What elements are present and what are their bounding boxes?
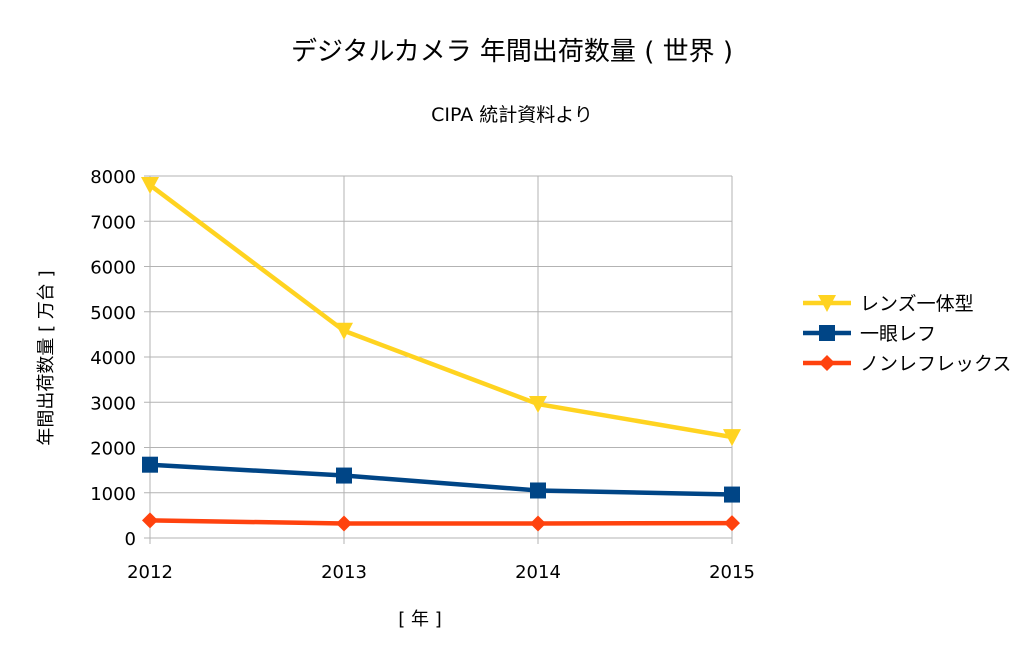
x-tick-label: 2014 <box>515 562 561 583</box>
chart-subtitle: CIPA 統計資料より <box>431 104 593 126</box>
x-axis-label: [ 年 ] <box>398 609 442 630</box>
series-1 <box>141 177 741 447</box>
series-3 <box>142 512 740 532</box>
y-tick-label: 6000 <box>90 258 136 279</box>
x-tick-label: 2013 <box>321 562 367 583</box>
legend-item: 一眼レフ <box>803 323 936 345</box>
data-point <box>723 429 741 447</box>
data-point <box>336 467 352 484</box>
series-2 <box>142 456 740 503</box>
x-tick-label: 2012 <box>127 562 173 583</box>
y-tick-label: 5000 <box>90 303 136 324</box>
grid <box>144 175 733 544</box>
legend-marker <box>819 325 835 341</box>
data-point <box>530 482 546 499</box>
series-layer <box>141 177 741 532</box>
series-line <box>148 183 733 440</box>
data-point <box>336 515 352 532</box>
data-point <box>724 515 740 532</box>
y-tick-label: 1000 <box>90 484 136 505</box>
chart-title: デジタルカメラ 年間出荷数量 ( 世界 ) <box>291 37 733 67</box>
data-point <box>142 456 158 473</box>
y-tick-label: 0 <box>125 529 136 550</box>
x-axis-ticks: 2012 2013 2014 2015 <box>127 562 755 583</box>
y-axis-ticks: 0 1000 2000 3000 4000 5000 6000 7000 8000 <box>90 167 136 550</box>
legend-item: レンズ一体型 <box>803 293 974 315</box>
y-tick-label: 3000 <box>90 393 136 414</box>
data-point <box>529 396 547 414</box>
legend-label: ノンレフレックス <box>860 353 1011 375</box>
data-point <box>335 322 353 340</box>
legend-marker <box>818 295 836 312</box>
series-line <box>149 462 733 497</box>
y-tick-label: 8000 <box>90 167 136 188</box>
y-tick-label: 4000 <box>90 348 136 369</box>
data-point <box>141 177 159 195</box>
y-axis-label: 年間出荷数量 [ 万台 ] <box>36 270 57 445</box>
x-tick-label: 2015 <box>709 562 755 583</box>
series-line <box>149 518 733 526</box>
y-tick-label: 7000 <box>90 212 136 233</box>
legend-label: 一眼レフ <box>860 323 936 345</box>
y-tick-label: 2000 <box>90 439 136 460</box>
legend-item: ノンレフレックス <box>803 353 1011 375</box>
data-point <box>724 486 740 503</box>
data-point <box>142 512 158 529</box>
legend-label: レンズ一体型 <box>860 293 974 315</box>
legend-marker <box>819 355 835 371</box>
data-point <box>530 515 546 532</box>
